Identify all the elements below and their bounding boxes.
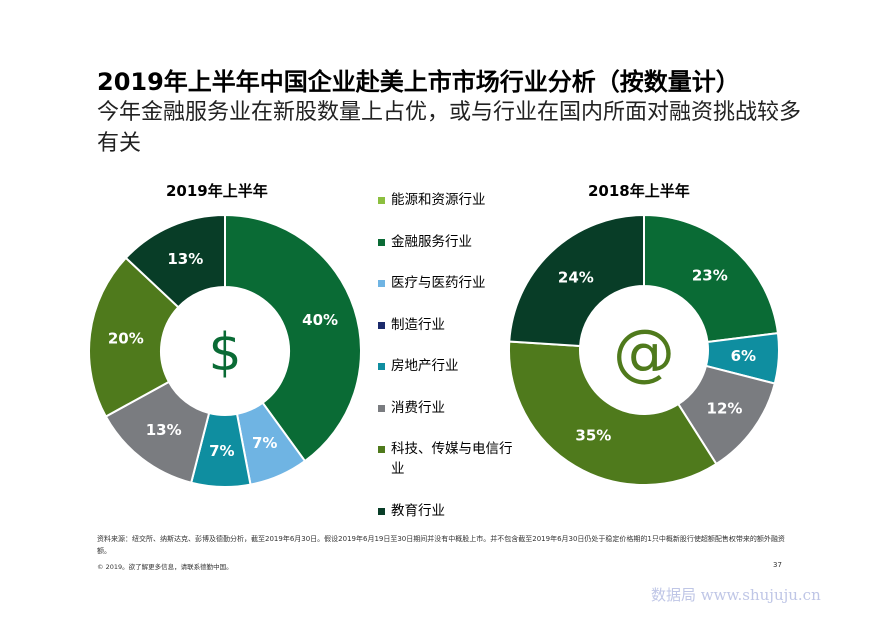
watermark-text: 数据局 www.shujuju.cn bbox=[651, 586, 821, 604]
chart-title-2019: 2019年上半年 bbox=[166, 182, 268, 200]
legend-item: 制造行业 bbox=[378, 315, 528, 335]
legend-swatch bbox=[378, 238, 385, 246]
donut-slice bbox=[643, 213, 780, 344]
legend-item: 教育行业 bbox=[378, 501, 528, 521]
legend-item: 医疗与医药行业 bbox=[378, 273, 528, 293]
slice-label: 7% bbox=[252, 434, 277, 452]
legend-item: 科技、传媒与电信行业 bbox=[378, 439, 528, 479]
chart-title-2018: 2018年上半年 bbox=[588, 182, 690, 200]
legend-swatch bbox=[378, 321, 385, 329]
legend-label: 医疗与医药行业 bbox=[391, 275, 486, 291]
donut-slice bbox=[224, 213, 362, 463]
legend-label: 制造行业 bbox=[391, 316, 445, 333]
legend-swatch bbox=[378, 197, 385, 204]
legend-label: 科技、传媒与电信行业 bbox=[391, 441, 513, 477]
legend-label: 教育行业 bbox=[391, 502, 445, 519]
legend-label: 消费行业 bbox=[391, 399, 445, 416]
page-number: 37 bbox=[773, 561, 782, 569]
legend-swatch bbox=[378, 363, 385, 370]
page-subtitle: 今年金融服务业在新股数量上占优，或与行业在国内所面对融资挑战较多有关 bbox=[97, 100, 802, 156]
donut-chart-2019: 40% 7% 7% 13% 20% 13% $ bbox=[88, 213, 362, 488]
legend-item: 消费行业 bbox=[378, 398, 528, 418]
slice-label: 12% bbox=[707, 399, 743, 417]
slice-label: 20% bbox=[108, 329, 144, 347]
legend-swatch bbox=[378, 404, 385, 412]
slice-label: 24% bbox=[558, 268, 594, 286]
donut-chart-2018: 23% 6% 12% 35% 24% @ bbox=[508, 213, 780, 486]
slice-label: 13% bbox=[146, 421, 182, 439]
legend-swatch bbox=[378, 280, 385, 287]
page-title: 2019年上半年中国企业赴美上市市场行业分析（按数量计） bbox=[97, 68, 740, 96]
slice-label: 13% bbox=[167, 250, 203, 268]
legend-swatch bbox=[378, 507, 385, 515]
legend-item: 金融服务行业 bbox=[378, 232, 528, 252]
donut-slice bbox=[508, 213, 645, 348]
source-note: 资料来源：纽交所、纳斯达克、彭博及德勤分析，截至2019年6月30日。假设201… bbox=[97, 535, 785, 555]
legend-label: 房地产行业 bbox=[391, 358, 459, 374]
legend-swatch bbox=[378, 446, 385, 453]
legend-label: 金融服务行业 bbox=[391, 233, 472, 250]
donut-slice bbox=[508, 340, 718, 486]
slice-label: 6% bbox=[731, 347, 756, 365]
slice-label: 7% bbox=[209, 442, 234, 460]
donut-slice bbox=[124, 213, 226, 309]
copyright-text: © 2019。欲了解更多信息，请联系德勤中国。 bbox=[97, 563, 233, 571]
dollar-icon: $ bbox=[208, 323, 241, 383]
slice-label: 35% bbox=[575, 427, 611, 445]
legend-label: 能源和资源行业 bbox=[391, 192, 486, 208]
at-sign-icon: @ bbox=[613, 316, 675, 389]
legend-item: 能源和资源行业 bbox=[378, 190, 528, 210]
slice-label: 40% bbox=[302, 311, 338, 329]
slice-label: 23% bbox=[692, 266, 728, 284]
legend-item: 房地产行业 bbox=[378, 356, 528, 376]
donut-slice bbox=[88, 256, 180, 418]
chart-legend: 能源和资源行业 金融服务行业 医疗与医药行业 制造行业房地产行业消费行业科技、传媒与电… bbox=[378, 190, 528, 542]
